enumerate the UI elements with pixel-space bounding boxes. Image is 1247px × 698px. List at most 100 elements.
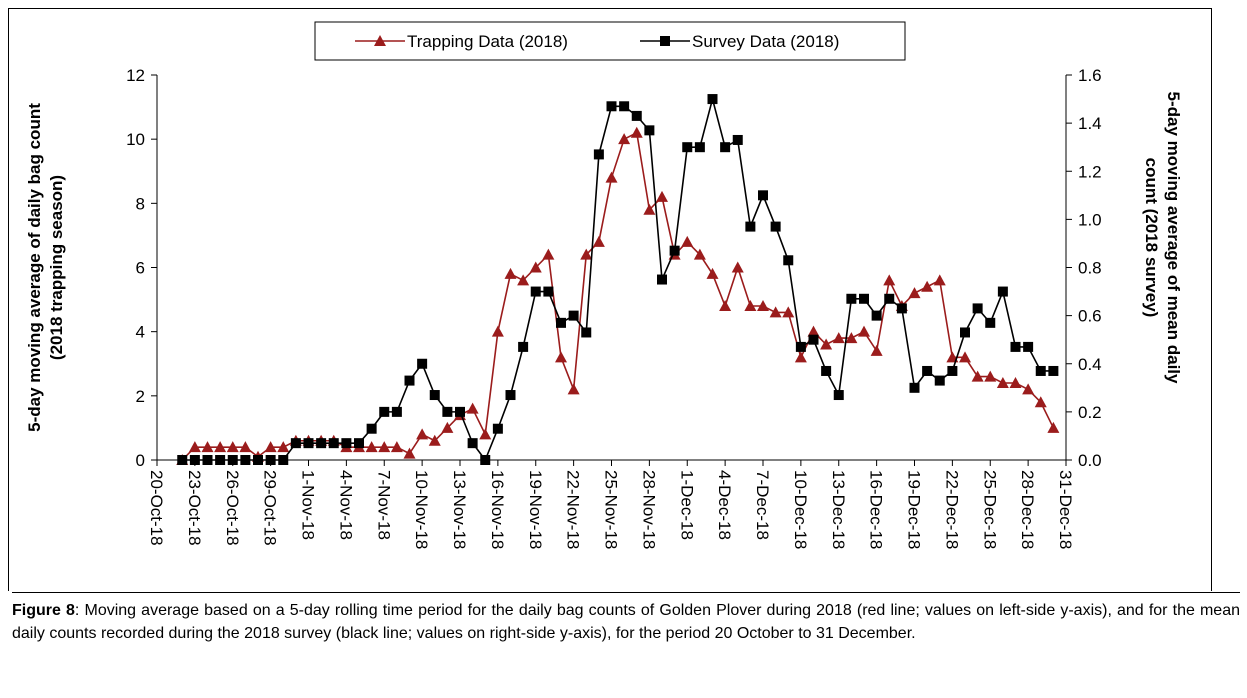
figure-frame: [8, 8, 1212, 591]
point: [290, 438, 301, 449]
point: [316, 438, 327, 449]
point: [731, 261, 744, 273]
point: [758, 190, 768, 201]
y-axis-title-line: (2018 trapping season): [47, 175, 66, 360]
point: [455, 406, 465, 417]
point: [428, 434, 441, 446]
point: [567, 383, 580, 395]
point: [277, 441, 290, 453]
caption: Figure 8: Moving average based on a 5-da…: [12, 592, 1240, 645]
point: [909, 382, 920, 393]
point: [278, 455, 289, 465]
point: [442, 406, 453, 417]
point: [1010, 341, 1021, 352]
point: [618, 133, 631, 145]
point: [744, 300, 757, 311]
y2-axis-title-line: count (2018 survey): [1142, 158, 1161, 318]
point: [908, 287, 921, 299]
y2-tick-label: 1.6: [1078, 66, 1102, 85]
x-tick-label: 20-Oct-18: [147, 470, 166, 546]
point: [996, 377, 1009, 388]
x-tick-label: 10-Dec-18: [791, 470, 810, 549]
point: [883, 274, 896, 286]
point: [240, 455, 251, 465]
x-tick-label: 4-Nov-18: [336, 470, 355, 540]
y-axis-title-line: 5-day moving average of daily bag count: [25, 103, 44, 432]
point: [365, 441, 378, 453]
series-line: [182, 95, 1054, 462]
point: [517, 274, 530, 286]
x-tick-label: 28-Dec-18: [1018, 470, 1037, 549]
y-axis-title: 5-day moving average of daily bag count(…: [25, 103, 66, 432]
y2-tick-label: 0.4: [1078, 355, 1102, 374]
point: [846, 293, 857, 304]
x-tick-label: 1-Nov-18: [299, 470, 318, 540]
point: [403, 447, 416, 459]
point: [757, 300, 769, 311]
point: [303, 438, 314, 449]
point: [253, 455, 263, 465]
x-tick-label: 19-Nov-18: [526, 470, 545, 549]
point: [265, 455, 276, 465]
x-tick-label: 25-Nov-18: [602, 470, 621, 549]
point: [644, 125, 655, 136]
point: [341, 438, 352, 449]
y-tick-label: 8: [136, 194, 145, 213]
point: [1035, 365, 1046, 376]
point: [870, 344, 883, 356]
point: [619, 101, 630, 112]
point: [580, 248, 593, 260]
point: [543, 286, 554, 297]
caption-text: : Moving average based on a 5-day rollin…: [12, 602, 1241, 642]
point: [555, 351, 567, 363]
x-tick-label: 4-Dec-18: [715, 470, 734, 540]
point: [328, 438, 339, 449]
point: [529, 261, 542, 273]
point: [542, 248, 555, 260]
x-tick-label: 13-Nov-18: [450, 470, 469, 549]
point: [177, 455, 188, 465]
point: [592, 235, 605, 247]
point: [530, 286, 541, 297]
point: [1009, 377, 1022, 388]
point: [215, 455, 226, 465]
point: [643, 203, 656, 215]
point: [972, 303, 983, 314]
point: [959, 351, 971, 363]
point: [189, 455, 200, 465]
point: [832, 332, 845, 344]
point: [492, 423, 503, 434]
point: [390, 441, 403, 453]
point: [239, 441, 252, 453]
x-tick-label: 16-Nov-18: [488, 470, 507, 549]
point: [719, 300, 732, 311]
point: [593, 149, 604, 160]
point: [441, 421, 454, 433]
y2-tick-label: 1.0: [1078, 210, 1102, 229]
point: [821, 365, 832, 376]
point: [669, 245, 680, 256]
chart: 0 2 4 6 8 10 12 0.0 0.2 0.4 0.6 0.8 1.0 1.2 1.4 1.6 20-O…: [25, 21, 1183, 549]
point: [871, 310, 882, 321]
point: [1023, 341, 1034, 352]
point: [808, 334, 819, 345]
point: [354, 438, 364, 449]
point: [896, 303, 907, 314]
point: [921, 280, 934, 292]
point: [745, 221, 756, 232]
point: [416, 428, 429, 440]
x-tick-label: 10-Nov-18: [412, 470, 431, 549]
point: [366, 423, 377, 434]
point: [783, 255, 794, 266]
x-tick-label: 26-Oct-18: [223, 470, 242, 546]
series-line: [181, 131, 1055, 461]
x-tick-label: 25-Dec-18: [980, 470, 999, 549]
point: [858, 325, 870, 337]
point: [505, 390, 516, 401]
point: [214, 441, 227, 453]
point: [833, 390, 844, 401]
point: [681, 235, 694, 247]
y-tick-label: 10: [126, 130, 145, 149]
y2-tick-label: 0.2: [1078, 403, 1102, 422]
x-tick-label: 7-Nov-18: [374, 470, 393, 540]
